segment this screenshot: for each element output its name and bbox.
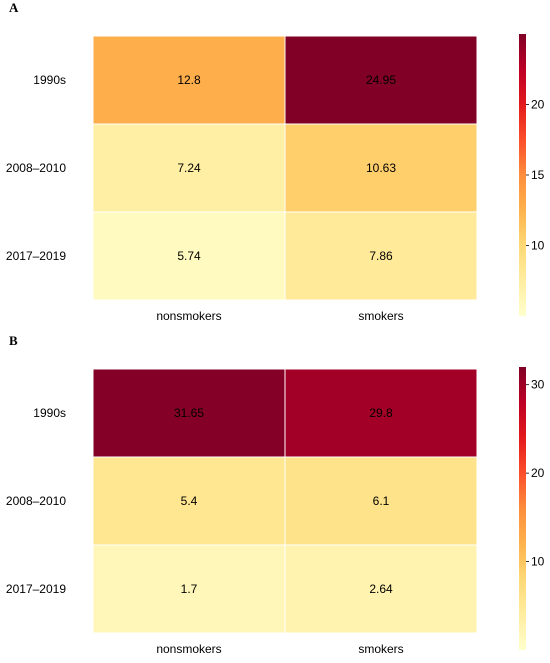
- cell-value-label: 5.74: [177, 249, 201, 263]
- heatmap-cell: [92, 368, 286, 458]
- heatmap-panel-a: A 1990s 12.8 24.95 2008–2010 7.24 10.63 2017–20…: [6, 0, 545, 323]
- heatmap-cell: [284, 123, 478, 213]
- cell-value-label: 6.1: [373, 494, 390, 508]
- cell-value-label: 7.86: [369, 249, 393, 263]
- colorbar-tick-label: 10: [531, 555, 545, 569]
- heatmap-cell: [92, 35, 286, 125]
- heatmap-cell: [92, 123, 286, 213]
- heatmap-cell: [92, 211, 286, 301]
- cell-value-label: 29.8: [369, 406, 393, 420]
- heatmap-cell: [284, 35, 478, 125]
- column-label: nonsmokers: [156, 642, 221, 656]
- cell-value-label: 1.7: [181, 582, 198, 596]
- row-label: 2017–2019: [6, 582, 66, 596]
- heatmap-cell: [284, 544, 478, 634]
- heatmap-cell: [284, 211, 478, 301]
- colorbar-tick-label: 30: [531, 378, 545, 392]
- row-label: 2008–2010: [6, 494, 66, 508]
- cell-value-label: 10.63: [366, 161, 396, 175]
- colorbar: [519, 34, 526, 316]
- panel-label: B: [9, 333, 18, 348]
- cell-value-label: 2.64: [369, 582, 393, 596]
- column-label: smokers: [358, 642, 403, 656]
- row-label: 2008–2010: [6, 161, 66, 175]
- column-label: nonsmokers: [156, 309, 221, 323]
- colorbar-tick-label: 20: [531, 98, 545, 112]
- row-label: 1990s: [33, 73, 66, 87]
- column-label: smokers: [358, 309, 403, 323]
- heatmap-cell: [92, 456, 286, 546]
- heatmap-cell: [284, 456, 478, 546]
- cell-value-label: 24.95: [366, 73, 396, 87]
- cell-value-label: 31.65: [174, 406, 204, 420]
- colorbar-tick-label: 15: [531, 168, 545, 182]
- cell-value-label: 7.24: [177, 161, 201, 175]
- heatmap-panel-b: B 1990s 31.65 29.8 2008–2010 5.4 6.1 2017–2019 1…: [6, 333, 545, 656]
- heatmap-cell: [92, 544, 286, 634]
- colorbar: [519, 367, 526, 650]
- colorbar-tick-label: 10: [531, 239, 545, 253]
- panel-label: A: [9, 0, 19, 15]
- cell-value-label: 5.4: [181, 494, 198, 508]
- heatmap-cell: [284, 368, 478, 458]
- row-label: 1990s: [33, 406, 66, 420]
- cell-value-label: 12.8: [177, 73, 201, 87]
- row-label: 2017–2019: [6, 249, 66, 263]
- colorbar-tick-label: 20: [531, 466, 545, 480]
